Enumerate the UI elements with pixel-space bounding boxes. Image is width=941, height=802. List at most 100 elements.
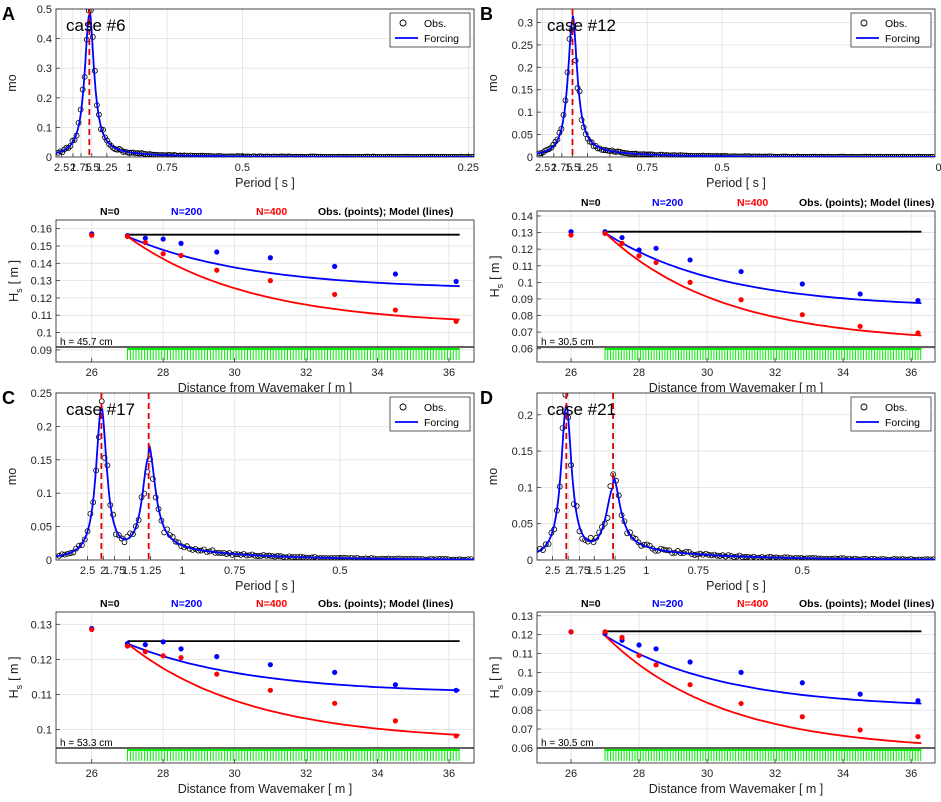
- spectrum-x-tick-label: 0.75: [156, 162, 177, 174]
- spectrum-y-tick-label: 0.25: [512, 40, 533, 52]
- spectrum-observed-point: [548, 144, 555, 151]
- spectrum-y-tick-label: 0.1: [37, 488, 52, 500]
- height-y-tick-label: 0.14: [31, 258, 52, 270]
- height-y-axis-unit: [ m ]: [488, 657, 502, 681]
- spectrum-x-tick-label: 1: [643, 565, 649, 577]
- height-observed-point-n200: [738, 268, 744, 275]
- spectrum-y-tick-label: 0.1: [37, 122, 52, 134]
- height-observed-point-n200: [636, 642, 642, 648]
- height-observed-point-n400: [124, 643, 131, 649]
- height-y-axis-unit: [ m ]: [7, 657, 21, 681]
- spectrum-y-tick-label: 0.05: [512, 130, 533, 142]
- spectrum-x-tick-label: 2.5: [80, 565, 95, 577]
- spectrum-y-tick-label: 0.3: [518, 17, 533, 29]
- spectrum-x-tick-label: 2: [70, 162, 76, 174]
- height-y-tick-label: 0.06: [512, 743, 533, 755]
- height-observed-point-n400: [636, 253, 642, 259]
- legend-forcing-label: Forcing: [885, 33, 920, 45]
- height-x-tick-label: 30: [701, 367, 713, 379]
- spectrum-x-tick-label: 0.5: [714, 162, 729, 174]
- panel-b: B 0 0.05 0.1 0.15 0.2 0.25 0.3 2.5 21.751.51.25 1 0…: [480, 4, 941, 395]
- spectrum-case-title: case #6: [66, 16, 126, 35]
- height-observed-point-n400: [453, 318, 459, 324]
- spectrum-y-tick-label: 0.2: [518, 410, 533, 422]
- height-y-axis-unit: [ m ]: [7, 260, 21, 284]
- legend-observed-marker: [399, 403, 407, 411]
- spectrum-x-tick-label: 2.5: [535, 162, 550, 174]
- height-observed-point-n200: [453, 278, 459, 285]
- height-y-tick-label: 0.1: [37, 725, 52, 737]
- height-observed-point-n200: [392, 682, 399, 688]
- spectrum-x-tick-label: 1.25: [140, 565, 161, 577]
- height-x-tick-label: 30: [229, 768, 241, 780]
- spectrum-observed-point: [115, 532, 122, 538]
- height-model-line-n200: [604, 634, 922, 705]
- legend-forcing-label: Forcing: [424, 417, 459, 429]
- height-legend-n0: N=0: [581, 598, 601, 610]
- legend-observed-label: Obs.: [885, 402, 907, 414]
- spectrum-x-tick-label: 0.25: [458, 162, 479, 174]
- height-observed-point-n200: [653, 646, 659, 652]
- spectrum-y-tick-label: 0.1: [518, 107, 533, 119]
- height-vegetation-field: [126, 749, 460, 761]
- height-observed-point-n400: [687, 682, 693, 688]
- height-observed-point-n200: [160, 639, 166, 645]
- legend-observed-label: Obs.: [885, 18, 907, 30]
- spectrum-y-tick-label: 0.1: [518, 482, 533, 494]
- height-observed-point-n200: [142, 235, 148, 241]
- spectrum-x-tick-label: 0.75: [224, 565, 245, 577]
- height-y-axis-subscript: s: [14, 288, 24, 293]
- height-x-tick-label: 28: [633, 367, 645, 379]
- height-axes-frame: [536, 611, 936, 764]
- spectrum-y-tick-label: 0.5: [37, 4, 52, 16]
- legend-observed-marker: [860, 19, 868, 27]
- height-plot-area: [56, 612, 474, 763]
- legend-observed-marker: [860, 403, 868, 411]
- spectrum-y-tick-label: 0.05: [512, 519, 533, 531]
- spectrum-x-tick-label: 1.5: [84, 162, 99, 174]
- spectrum-axes-frame: [55, 392, 475, 561]
- spectrum-observed-point: [172, 538, 179, 545]
- height-y-axis-symbol: H: [488, 689, 502, 698]
- height-model-line-n400: [126, 642, 460, 736]
- panel-letter: A: [2, 4, 15, 24]
- height-x-tick-label: 34: [837, 367, 849, 379]
- height-x-tick-label: 32: [300, 768, 312, 780]
- height-x-tick-label: 30: [701, 768, 713, 780]
- spectrum-y-tick-label: 0: [527, 555, 533, 567]
- height-observed-point-n200: [267, 255, 273, 261]
- height-observed-point-n200: [619, 234, 625, 241]
- height-x-tick-label: 32: [769, 768, 781, 780]
- height-observed-point-n200: [178, 240, 184, 246]
- height-depth-label: h = 45.7 cm: [60, 337, 113, 348]
- height-axes-frame: [536, 210, 936, 363]
- spectrum-observed-point: [542, 541, 549, 548]
- height-observed-point-n200: [653, 245, 659, 251]
- height-observed-point-n400: [178, 252, 184, 259]
- height-observed-point-n200: [453, 687, 459, 693]
- height-y-tick-label: 0.13: [31, 619, 52, 631]
- height-observed-point-n400: [142, 239, 148, 246]
- spectrum-x-axis-label: Period [ s ]: [706, 176, 766, 190]
- spectrum-y-tick-label: 0.15: [512, 446, 533, 458]
- height-observed-point-n400: [915, 733, 921, 740]
- panel-a: A 0 0.1 0.2 0.3 0.4 0.5 2.5 21.751.51.25 1 0.75 0.5…: [2, 4, 479, 395]
- height-model-line-n400: [126, 235, 460, 321]
- height-observed-point-n400: [142, 649, 148, 655]
- height-y-axis-unit: [ m ]: [488, 256, 502, 280]
- spectrum-y-axis-label: mo: [486, 468, 500, 485]
- height-observed-point-n400: [267, 687, 273, 693]
- spectrum-y-axis-label: mo: [486, 74, 500, 91]
- height-x-tick-label: 34: [371, 768, 383, 780]
- height-observed-point-n400: [160, 251, 166, 257]
- spectrum-x-axis-label: Period [ s ]: [235, 579, 295, 593]
- height-y-tick-label: 0.12: [512, 244, 533, 256]
- spectrum-y-tick-label: 0.15: [512, 85, 533, 97]
- height-y-tick-label: 0.13: [31, 276, 52, 288]
- height-legend-n400: N=400: [256, 598, 287, 610]
- spectrum-x-tick-label: 1.75: [70, 162, 91, 174]
- height-y-axis-label: Hs [ m ]: [488, 657, 505, 699]
- height-y-axis-symbol: H: [7, 293, 21, 302]
- height-x-axis-label: Distance from Wavemaker [ m ]: [649, 782, 824, 796]
